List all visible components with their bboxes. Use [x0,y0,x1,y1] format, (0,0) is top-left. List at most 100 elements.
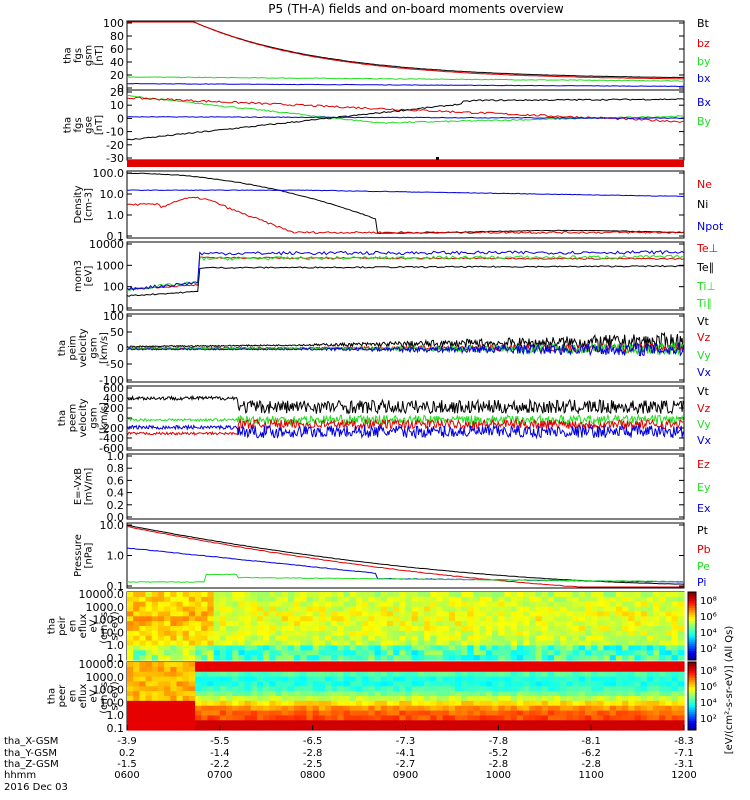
spectrogram-cell [405,611,413,617]
y-tick-label: 80 [110,30,124,43]
legend-label: Bx [697,96,712,109]
spectrogram-cell [665,720,673,726]
state-bar-mark [436,157,439,160]
spectrogram-cell [294,606,301,613]
spectrogram-cell [622,700,629,707]
spectrogram-cell [535,671,543,678]
spectrogram-cell [355,645,363,651]
spectrogram-cell [523,645,530,651]
spectrogram-cell [473,662,481,668]
spectrogram-cell [442,725,450,731]
y-tick-label: 0.1 [107,722,125,735]
spectrogram-cell [436,710,444,717]
spectrogram-cell [343,621,351,627]
time-axis-value: -1.4 [210,748,230,759]
spectrogram-cell [523,601,530,608]
spectrogram-cell [485,626,493,632]
spectrogram-cell [603,705,611,712]
spectrogram-cell [300,596,308,603]
spectrogram-cell [331,725,339,731]
spectrogram-cell [584,621,592,627]
spectrogram-cell [467,655,475,661]
spectrogram-cell [597,601,605,608]
spectrogram-cell [572,681,580,687]
spectrogram-cell [424,611,431,617]
spectrogram-cell [597,681,605,687]
spectrogram-cell [207,666,215,673]
spectrogram-cell [541,725,549,731]
spectrogram-cell [436,700,444,707]
spectrogram-cell [554,611,561,617]
spectrogram-cell [127,601,134,608]
spectrogram-cell [603,635,611,642]
spectrogram-cell [430,616,438,622]
spectrogram-cell [343,650,351,656]
spectrogram-cell [213,705,221,712]
spectrogram-cell [473,655,481,661]
spectrogram-cell [399,700,407,707]
spectrogram-cell [504,662,512,668]
spectrogram-cell [269,681,277,687]
spectrogram-cell [294,666,301,673]
y-tick-label: 10.0 [100,519,125,532]
spectrogram-cell [386,616,394,622]
spectrogram-cell [510,662,518,668]
spectrogram-cell [572,676,580,683]
spectrogram-cell [312,720,320,726]
spectrogram-cell [609,725,617,731]
spectrogram-cell [504,696,512,702]
spectrogram-cell [362,596,369,603]
spectrogram-cell [436,650,444,656]
y-tick-label: 0.2 [107,499,125,512]
spectrogram-cell [560,621,568,627]
time-axis-value: -8.1 [581,736,601,747]
legend-label: Ti⊥ [696,280,716,293]
spectrogram-cell [547,662,555,668]
spectrogram-cell [448,666,456,673]
legend-label: Pi [697,576,706,589]
spectrogram-cell [213,626,221,632]
spectrogram-cell [448,715,456,721]
spectrogram-cell [393,596,400,603]
spectrogram-cell [244,671,252,678]
spectrogram-cell [195,681,202,687]
spectrogram-cell [671,691,679,697]
spectrogram-cell [312,681,320,687]
spectrogram-cell [430,720,438,726]
spectrogram-cell [455,601,462,608]
spectrogram-cell [578,720,586,726]
spectrogram-cell [331,681,339,687]
spectrogram-cell [182,611,190,617]
colorbar-cell [688,592,696,595]
spectrogram-cell [275,700,283,707]
spectrogram-cell [133,686,140,692]
spectrogram-cell [176,710,184,717]
spectrogram-cell [399,671,407,678]
spectrogram-cell [479,705,487,712]
spectrogram-cell [671,596,679,603]
spectrogram-cell [535,606,543,613]
spectrogram-cell [547,686,555,692]
spectrogram-cell [591,691,598,697]
y-tick-label: -30 [106,152,124,165]
spectrogram-cell [250,705,258,712]
spectrogram-cell [523,725,530,731]
colorbar-cell [688,702,696,706]
spectrogram-cell [677,630,685,637]
spectrogram-cell [337,686,345,692]
spectrogram-cell [566,606,574,613]
series-line [126,417,685,436]
spectrogram-cell [287,681,295,687]
colorbar-cell [688,686,696,690]
series-line [127,526,684,588]
spectrogram-cell [238,645,246,651]
spectrogram-cell [337,640,345,647]
legend-label: Vz [697,402,711,415]
spectrogram-cell [232,676,239,683]
spectrogram-cell [331,650,339,656]
spectrogram-cell [195,671,202,678]
spectrogram-cell [133,616,140,622]
spectrogram-cell [640,725,648,731]
